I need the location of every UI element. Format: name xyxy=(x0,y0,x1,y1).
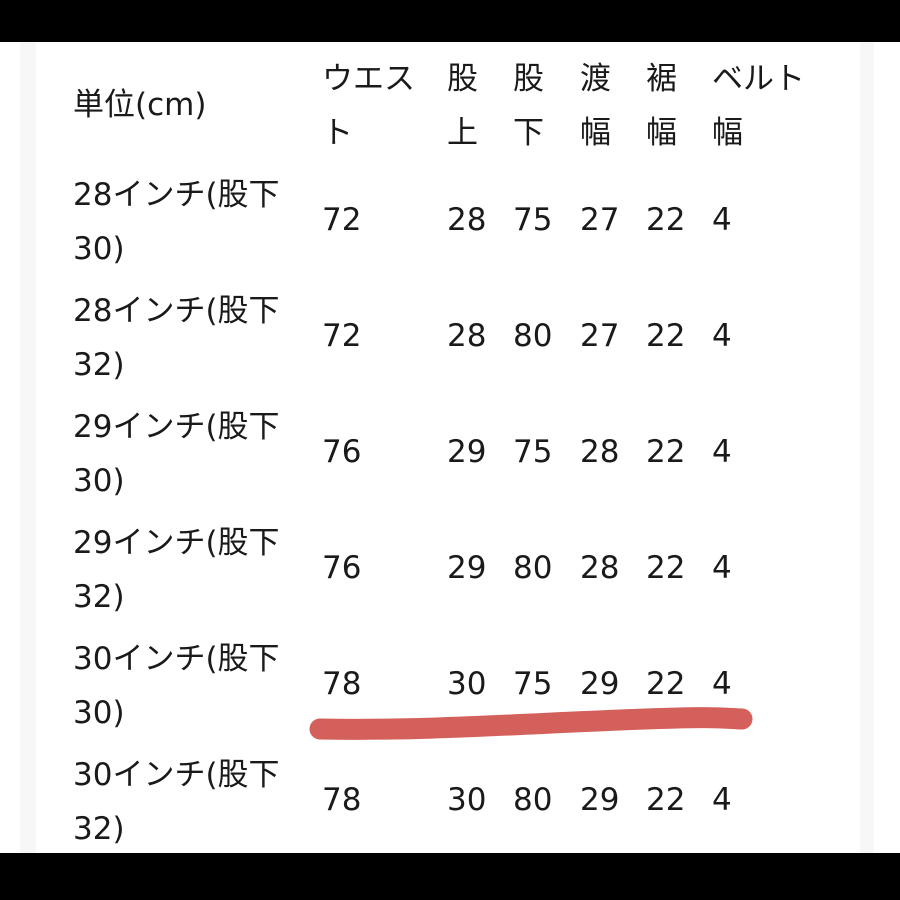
table-cell: 28 xyxy=(580,434,620,470)
red-underline-stroke xyxy=(309,707,753,740)
column-header: ウエスト xyxy=(322,61,415,151)
table-cell: 28 xyxy=(447,318,487,354)
top-black-bar xyxy=(0,0,900,42)
table-cell: 80 xyxy=(513,782,553,818)
table-cell: 29 xyxy=(580,666,620,702)
row-label: 30インチ(股下32) xyxy=(73,757,280,847)
column-header: 渡幅 xyxy=(580,61,611,151)
table-cell: 4 xyxy=(712,202,732,238)
table-cell: 29 xyxy=(580,782,620,818)
row-label: 29インチ(股下32) xyxy=(73,525,280,615)
table-cell: 22 xyxy=(646,550,686,586)
table-cell: 30 xyxy=(447,666,487,702)
table-cell: 75 xyxy=(513,202,553,238)
table-cell: 78 xyxy=(322,782,362,818)
bottom-black-bar xyxy=(0,853,900,900)
table-cell: 29 xyxy=(447,550,487,586)
row-label: 29インチ(股下30) xyxy=(73,409,280,499)
table-cell: 29 xyxy=(447,434,487,470)
row-label: 30インチ(股下30) xyxy=(73,641,280,731)
right-margin xyxy=(860,42,874,853)
column-header: 単位(cm) xyxy=(73,87,207,123)
table-cell: 22 xyxy=(646,434,686,470)
table-cell: 27 xyxy=(580,202,620,238)
column-header: 裾幅 xyxy=(646,61,677,151)
table-cell: 80 xyxy=(513,318,553,354)
table-cell: 28 xyxy=(447,202,487,238)
table-cell: 22 xyxy=(646,318,686,354)
table-cell: 4 xyxy=(712,434,732,470)
table-cell: 72 xyxy=(322,202,362,238)
column-header: 股上 xyxy=(447,61,478,151)
table-cell: 78 xyxy=(322,666,362,702)
left-margin xyxy=(20,42,36,853)
table-cell: 80 xyxy=(513,550,553,586)
table-cell: 27 xyxy=(580,318,620,354)
table-cell: 4 xyxy=(712,550,732,586)
table-cell: 28 xyxy=(580,550,620,586)
column-header: 股下 xyxy=(513,61,544,151)
row-label: 28インチ(股下32) xyxy=(73,293,280,383)
table-cell: 75 xyxy=(513,434,553,470)
table-cell: 4 xyxy=(712,318,732,354)
table-cell: 4 xyxy=(712,782,732,818)
table-cell: 72 xyxy=(322,318,362,354)
table-cell: 76 xyxy=(322,434,362,470)
table-cell: 4 xyxy=(712,666,732,702)
column-header: ベルト幅 xyxy=(712,61,805,151)
table-cell: 75 xyxy=(513,666,553,702)
table-cell: 22 xyxy=(646,666,686,702)
table-cell: 22 xyxy=(646,782,686,818)
table-cell: 22 xyxy=(646,202,686,238)
table-cell: 30 xyxy=(447,782,487,818)
row-label: 28インチ(股下30) xyxy=(73,177,280,267)
table-cell: 76 xyxy=(322,550,362,586)
